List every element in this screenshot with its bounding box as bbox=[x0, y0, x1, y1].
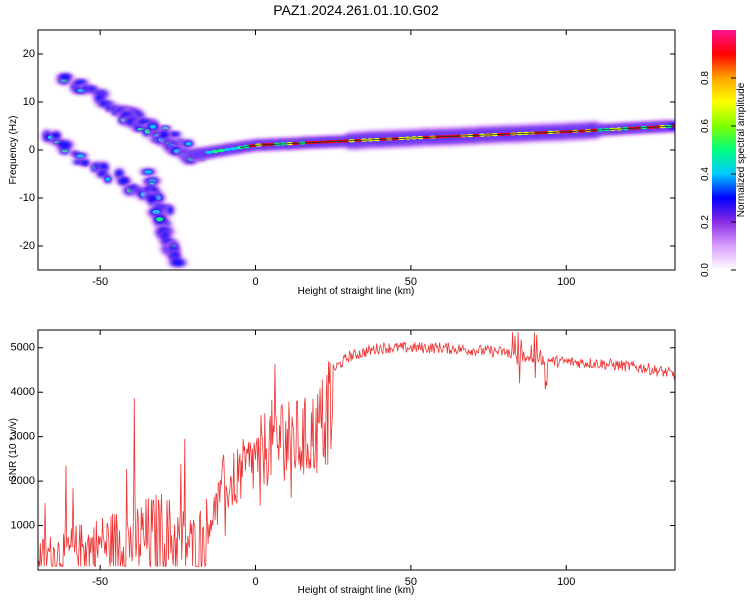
snr-frame bbox=[37, 329, 676, 571]
heatmap-cell bbox=[76, 154, 84, 158]
colorbar-tick-label: 0.4 bbox=[700, 167, 711, 181]
heatmap-cell bbox=[217, 148, 225, 153]
spectrogram-heatmap bbox=[39, 70, 675, 270]
spectrogram-y-tick-label: 0 bbox=[29, 144, 35, 156]
snr-series-line bbox=[38, 332, 675, 568]
heatmap-cell bbox=[230, 146, 238, 151]
snr-y-tick-label: 1000 bbox=[11, 519, 35, 531]
snr-x-tick-label: 100 bbox=[557, 576, 575, 588]
snr-y-tick-label: 3000 bbox=[11, 431, 35, 443]
snr-x-tick-label: 0 bbox=[252, 576, 258, 588]
spectrogram-ridge-line bbox=[239, 125, 675, 148]
chart-title: PAZ1.2024.261.01.10.G02 bbox=[273, 2, 439, 18]
colorbar-label: Normalized spectral amplitude bbox=[736, 82, 747, 217]
snr-x-tick-label: 50 bbox=[405, 576, 417, 588]
spectrogram-x-tick-label: 0 bbox=[252, 276, 258, 288]
spectrogram-x-label: Height of straight line (km) bbox=[298, 286, 415, 297]
colorbar-tick-label: 0.8 bbox=[700, 71, 711, 85]
spectrogram-y-label: Frequency (Hz) bbox=[8, 116, 19, 185]
heatmap-cell bbox=[105, 177, 111, 182]
heatmap-cell bbox=[171, 259, 185, 267]
spectrogram-y-tick-label: 20 bbox=[23, 48, 35, 60]
colorbar-tick-label: 0.6 bbox=[700, 119, 711, 133]
snr-y-label: SNR (10 * v/v) bbox=[8, 418, 19, 482]
snr-x-tick-label: -50 bbox=[92, 576, 108, 588]
colorbar-bar bbox=[712, 30, 736, 270]
heatmap-cell bbox=[81, 160, 90, 166]
spectrogram-x-tick-label: 100 bbox=[557, 276, 575, 288]
heatmap-cell bbox=[211, 149, 219, 154]
heatmap-cell bbox=[223, 147, 232, 152]
spectrogram-y-tick-label: -10 bbox=[19, 192, 35, 204]
heatmap-cell bbox=[144, 170, 152, 174]
snr-y-tick-label: 5000 bbox=[11, 342, 35, 354]
snr-panel: -50 0 50 100 5000 4000 3000 2000 1000 Height of … bbox=[8, 329, 676, 596]
heatmap-cell bbox=[205, 150, 213, 154]
heatmap-cell bbox=[147, 195, 157, 204]
heatmap-cell bbox=[236, 146, 244, 150]
spectrogram-y-tick-label: -20 bbox=[19, 240, 35, 252]
heatmap-cell bbox=[59, 73, 72, 80]
heatmap-cell bbox=[185, 142, 192, 146]
colorbar-tick-label: 0.0 bbox=[700, 263, 711, 277]
colorbar-tick-label: 0.2 bbox=[700, 215, 711, 229]
heatmap-cell bbox=[149, 124, 156, 129]
snr-x-label: Height of straight line (km) bbox=[298, 585, 415, 596]
colorbar: 0.0 0.2 0.4 0.6 0.8 Normalized spectral ampl… bbox=[700, 30, 747, 277]
spectrogram-y-tick-label: 10 bbox=[23, 96, 35, 108]
snr-y-tick-label: 4000 bbox=[11, 386, 35, 398]
snr-axes: -50 0 50 100 5000 4000 3000 2000 1000 bbox=[11, 330, 675, 588]
heatmap-cell bbox=[156, 217, 164, 222]
snr-y-tick-label: 2000 bbox=[11, 475, 35, 487]
spectrogram-x-tick-label: 50 bbox=[405, 276, 417, 288]
colorbar-ticks: 0.0 0.2 0.4 0.6 0.8 bbox=[700, 71, 736, 277]
spectrogram-x-tick-label: -50 bbox=[92, 276, 108, 288]
heatmap-cell bbox=[58, 141, 72, 149]
